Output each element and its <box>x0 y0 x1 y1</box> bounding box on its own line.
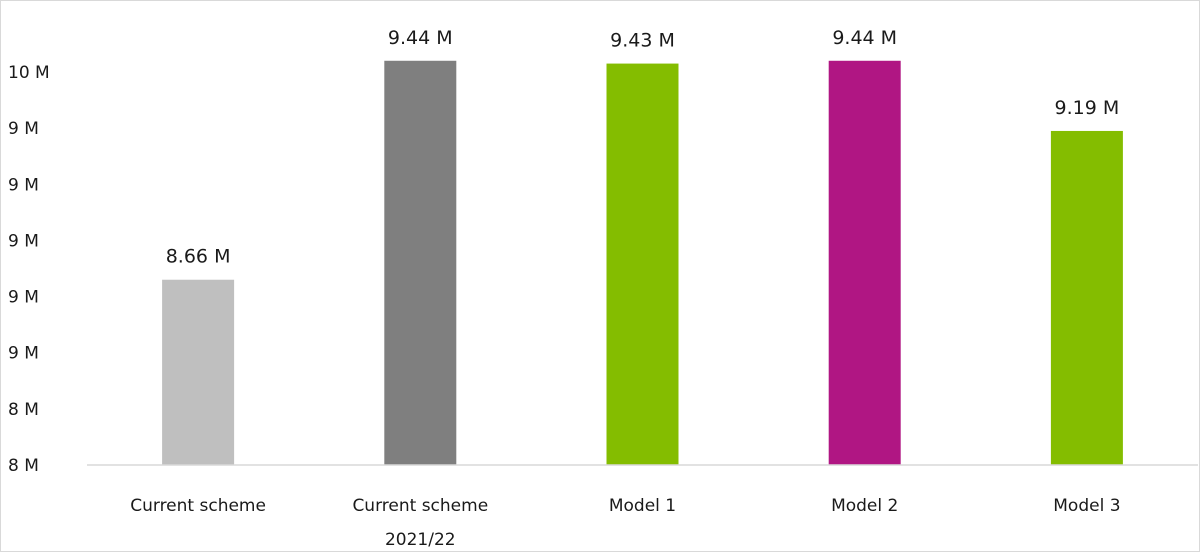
y-tick-label: 8 M <box>8 456 39 476</box>
x-tick-label: Model 3 <box>1053 496 1120 516</box>
data-label: 9.44 M <box>388 27 453 49</box>
y-tick-label: 9 M <box>8 288 39 308</box>
data-label: 9.43 M <box>610 30 675 52</box>
data-label: 9.44 M <box>832 27 897 49</box>
bar <box>384 60 457 466</box>
bar <box>828 60 901 466</box>
bar <box>606 63 679 465</box>
x-tick-label: Model 1 <box>609 496 676 516</box>
x-axis: Current scheme Current scheme 2021/22 Model… <box>130 496 1120 550</box>
data-labels-group: 8.66 M 9.44 M 9.43 M 9.44 M 9.19 M <box>166 27 1120 268</box>
y-tick-label: 9 M <box>8 344 39 364</box>
x-tick-label: Model 2 <box>831 496 898 516</box>
y-tick-label: 9 M <box>8 175 39 195</box>
y-tick-label: 9 M <box>8 119 39 139</box>
data-label: 8.66 M <box>166 246 231 268</box>
bar <box>1050 130 1123 465</box>
bar <box>162 279 235 465</box>
x-tick-label: Current scheme <box>352 496 488 516</box>
y-tick-label: 9 M <box>8 231 39 251</box>
y-tick-label: 8 M <box>8 400 39 420</box>
x-tick-label: Current scheme <box>130 496 266 516</box>
y-axis: 8 M 8 M 9 M 9 M 9 M 9 M 9 M 10 M <box>8 63 50 476</box>
y-tick-label: 10 M <box>8 63 50 83</box>
data-label: 9.19 M <box>1055 97 1120 119</box>
bars-group <box>162 60 1123 466</box>
x-tick-label: 2021/22 <box>385 530 456 550</box>
